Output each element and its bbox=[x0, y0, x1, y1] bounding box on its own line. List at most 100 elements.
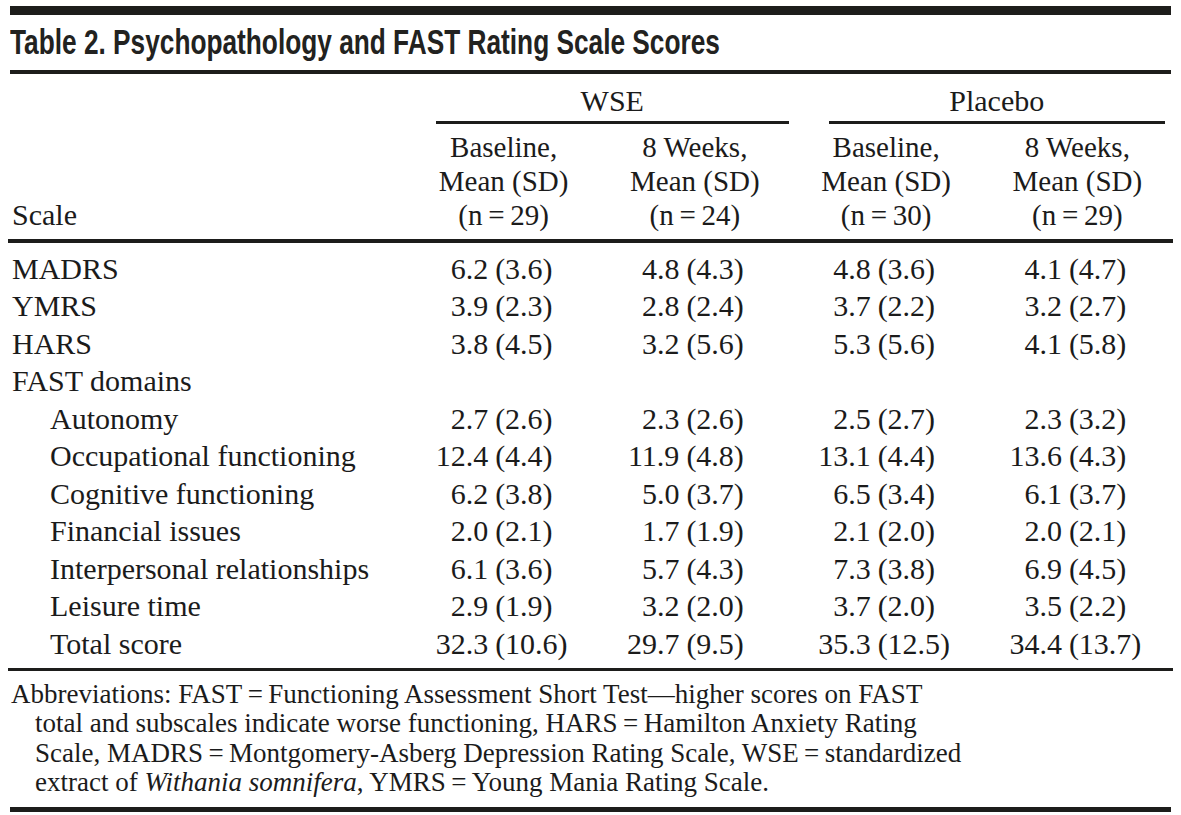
cell-value: 3.2(5.6) bbox=[599, 325, 790, 363]
row-label: HARS bbox=[8, 325, 408, 363]
mean-value: 2.7 bbox=[426, 402, 488, 436]
sd-value: (2.6) bbox=[686, 402, 772, 436]
cell-value: 3.7(2.2) bbox=[791, 288, 982, 326]
sd-value: (4.5) bbox=[495, 327, 581, 361]
mean-value: 2.0 bbox=[426, 514, 488, 548]
sd-value: (10.6) bbox=[495, 627, 581, 661]
placebo-group-underline: Placebo bbox=[829, 84, 1166, 124]
mean-value: 1.7 bbox=[617, 514, 679, 548]
table-bottom-rule bbox=[10, 807, 1171, 812]
sd-value: (5.6) bbox=[686, 327, 772, 361]
mean-sd-group: 3.7(2.2) bbox=[809, 289, 964, 323]
mean-sd-group: 6.1(3.7) bbox=[1000, 477, 1155, 511]
sd-value: (1.9) bbox=[495, 589, 581, 623]
mean-sd-group: 2.8(2.4) bbox=[617, 289, 772, 323]
cell-value: 35.3(12.5) bbox=[791, 625, 982, 669]
row-label: MADRS bbox=[8, 241, 408, 288]
column-header-line-n: (n = 24) bbox=[599, 198, 790, 232]
mean-value: 2.8 bbox=[617, 289, 679, 323]
mean-value: 6.1 bbox=[1000, 477, 1062, 511]
column-group-row: WSE Placebo bbox=[8, 74, 1173, 124]
sd-value: (4.3) bbox=[686, 252, 772, 286]
mean-sd-group: 6.2(3.8) bbox=[426, 477, 581, 511]
mean-value: 13.1 bbox=[809, 439, 871, 473]
column-group-wse: WSE bbox=[408, 74, 791, 124]
table-row: Occupational functioning12.4(4.4)11.9(4.… bbox=[8, 438, 1173, 476]
sd-value: (9.5) bbox=[686, 627, 772, 661]
row-label: Financial issues bbox=[8, 513, 408, 551]
cell-value: 6.2(3.8) bbox=[408, 475, 599, 513]
cell-value bbox=[982, 363, 1173, 401]
sd-value: (4.3) bbox=[686, 552, 772, 586]
scale-column-header: Scale bbox=[8, 124, 408, 241]
sd-value: (5.8) bbox=[1069, 327, 1155, 361]
cell-value: 6.2(3.6) bbox=[408, 241, 599, 288]
cell-value: 2.3(2.6) bbox=[599, 400, 790, 438]
sd-value: (3.7) bbox=[1069, 477, 1155, 511]
sd-value: (4.4) bbox=[495, 439, 581, 473]
column-header-4: 8 Weeks,Mean (SD)(n = 29) bbox=[982, 124, 1173, 241]
row-label: FAST domains bbox=[8, 363, 408, 401]
mean-value: 5.7 bbox=[617, 552, 679, 586]
sd-value: (3.6) bbox=[495, 252, 581, 286]
sd-value: (4.8) bbox=[686, 439, 772, 473]
cell-value: 3.9(2.3) bbox=[408, 288, 599, 326]
mean-sd-group: 2.3(3.2) bbox=[1000, 402, 1155, 436]
mean-value: 32.3 bbox=[426, 627, 488, 661]
mean-sd-group: 3.2(2.7) bbox=[1000, 289, 1155, 323]
mean-sd-group: 2.0(2.1) bbox=[426, 514, 581, 548]
sd-value: (2.6) bbox=[495, 402, 581, 436]
column-header-3: Baseline,Mean (SD)(n = 30) bbox=[791, 124, 982, 241]
row-label: Occupational functioning bbox=[8, 438, 408, 476]
sd-value: (2.1) bbox=[495, 514, 581, 548]
cell-value: 4.8(3.6) bbox=[791, 241, 982, 288]
cell-value: 5.7(4.3) bbox=[599, 550, 790, 588]
mean-value: 3.2 bbox=[617, 327, 679, 361]
sd-value: (3.2) bbox=[1069, 402, 1155, 436]
column-header-line-measure: Mean (SD) bbox=[408, 164, 599, 198]
mean-sd-group: 4.8(4.3) bbox=[617, 252, 772, 286]
mean-value: 2.3 bbox=[1000, 402, 1062, 436]
mean-sd-group: 4.1(5.8) bbox=[1000, 327, 1155, 361]
column-header-line-period: Baseline, bbox=[408, 130, 599, 164]
mean-value: 3.7 bbox=[809, 289, 871, 323]
table-row: Financial issues2.0(2.1)1.7(1.9)2.1(2.0)… bbox=[8, 513, 1173, 551]
mean-sd-group: 12.4(4.4) bbox=[426, 439, 581, 473]
table-row: Total score 32.3(10.6) 29.7(9.5) 35.3(12.5)… bbox=[8, 625, 1173, 669]
mean-value: 4.8 bbox=[809, 252, 871, 286]
cell-value: 1.7(1.9) bbox=[599, 513, 790, 551]
table-title: Table 2. Psychopathology and FAST Rating… bbox=[10, 19, 882, 65]
cell-value: 6.1(3.6) bbox=[408, 550, 599, 588]
mean-value: 2.0 bbox=[1000, 514, 1062, 548]
mean-value: 4.1 bbox=[1000, 327, 1062, 361]
mean-value: 4.1 bbox=[1000, 252, 1062, 286]
cell-value: 6.1(3.7) bbox=[982, 475, 1173, 513]
sd-value: (4.5) bbox=[1069, 552, 1155, 586]
mean-value: 6.1 bbox=[426, 552, 488, 586]
table-row: MADRS6.2(3.6)4.8(4.3)4.8(3.6)4.1(4.7) bbox=[8, 241, 1173, 288]
mean-value: 29.7 bbox=[617, 627, 679, 661]
row-label: Autonomy bbox=[8, 400, 408, 438]
cell-value: 4.1(5.8) bbox=[982, 325, 1173, 363]
cell-value: 3.7(2.0) bbox=[791, 588, 982, 626]
row-label: Leisure time bbox=[8, 588, 408, 626]
mean-sd-group: 3.8(4.5) bbox=[426, 327, 581, 361]
footnote-text: total and subscales indicate worse funct… bbox=[35, 708, 917, 738]
sd-value: (2.3) bbox=[495, 289, 581, 323]
column-header-line-measure: Mean (SD) bbox=[599, 164, 790, 198]
cell-value: 3.8(4.5) bbox=[408, 325, 599, 363]
sd-value: (2.2) bbox=[1069, 589, 1155, 623]
footnote-text: , YMRS = Young Mania Rating Scale. bbox=[357, 767, 769, 797]
sd-value: (2.7) bbox=[878, 402, 964, 436]
cell-value: 4.1(4.7) bbox=[982, 241, 1173, 288]
sd-value: (3.6) bbox=[495, 552, 581, 586]
table-row: YMRS3.9(2.3)2.8(2.4)3.7(2.2)3.2(2.7) bbox=[8, 288, 1173, 326]
wse-group-label: WSE bbox=[581, 84, 644, 117]
mean-value: 3.5 bbox=[1000, 589, 1062, 623]
row-label: Total score bbox=[8, 625, 408, 669]
sd-value: (3.8) bbox=[495, 477, 581, 511]
mean-sd-group: 2.7(2.6) bbox=[426, 402, 581, 436]
sd-value: (3.7) bbox=[686, 477, 772, 511]
mean-sd-group: 5.7(4.3) bbox=[617, 552, 772, 586]
column-header-line-period: 8 Weeks, bbox=[599, 130, 790, 164]
